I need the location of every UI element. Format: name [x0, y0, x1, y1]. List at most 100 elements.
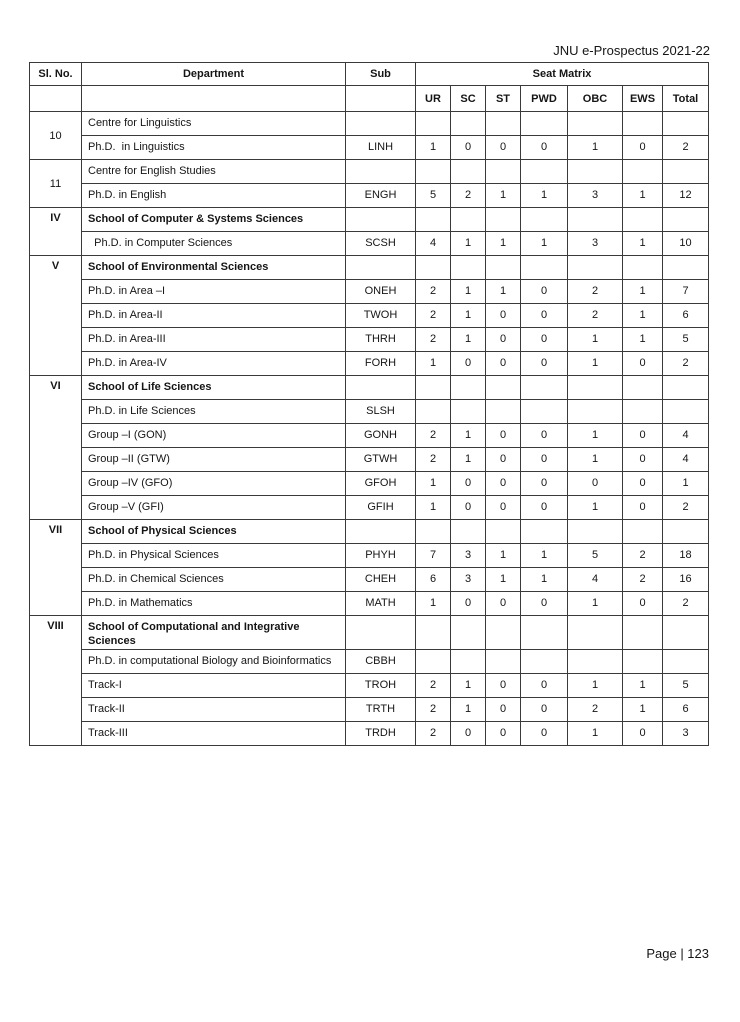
seat-count-cell — [415, 519, 451, 544]
sub-code-cell — [345, 255, 416, 280]
seat-count-cell: 0 — [622, 591, 663, 616]
table-row: Track-I TROH 2 1 0 0 1 1 5 — [30, 673, 710, 698]
seat-count-cell: 1 — [485, 183, 521, 208]
department-cell: Ph.D. in Chemical Sciences — [81, 567, 346, 592]
seat-count-cell: 1 — [567, 327, 623, 352]
sub-code-cell: TRTH — [345, 697, 416, 722]
seat-count-cell: 5 — [415, 183, 451, 208]
seat-count-cell: 4 — [661, 447, 710, 472]
seat-count-cell — [415, 111, 451, 136]
seat-count-cell — [567, 255, 623, 280]
table-row: Ph.D. in Linguistics LINH 1 0 0 0 1 0 2 — [30, 135, 710, 160]
seat-count-cell: 1 — [450, 327, 486, 352]
seat-count-cell — [567, 519, 623, 544]
seat-count-cell — [450, 519, 486, 544]
seat-count-cell: 0 — [520, 423, 568, 448]
seat-count-cell: 5 — [567, 543, 623, 568]
table-body: 10 Centre for Linguistics Ph.D. in Linguis… — [29, 111, 710, 746]
seat-count-cell — [661, 399, 710, 424]
table-row: Ph.D. in English ENGH 5 2 1 1 3 1 12 — [30, 183, 710, 208]
department-cell: Track-III — [81, 721, 346, 746]
sl-no-header: Sl. No. — [29, 62, 82, 86]
seat-count-cell: 0 — [622, 471, 663, 496]
seat-count-cell: 2 — [661, 351, 710, 376]
seat-count-cell — [622, 649, 663, 674]
seat-count-cell — [567, 111, 623, 136]
department-cell: Ph.D. in Physical Sciences — [81, 543, 346, 568]
seat-count-cell: 0 — [485, 697, 521, 722]
sub-code-cell — [345, 615, 416, 650]
seat-count-cell: 1 — [450, 423, 486, 448]
table-row: Ph.D. in computational Biology and Bioin… — [30, 649, 710, 674]
table-row: Ph.D. in Chemical Sciences CHEH 6 3 1 1 4 2 16 — [30, 567, 710, 592]
seat-count-cell: 1 — [622, 231, 663, 256]
seat-count-cell: 0 — [622, 495, 663, 520]
seat-count-cell: 2 — [661, 591, 710, 616]
seat-count-cell — [520, 399, 568, 424]
seat-count-cell: 0 — [485, 495, 521, 520]
seat-count-cell — [485, 255, 521, 280]
seat-count-cell: 5 — [661, 673, 710, 698]
seat-count-cell: 1 — [415, 591, 451, 616]
seat-count-cell: 3 — [661, 721, 710, 746]
sub-header: Sub — [345, 62, 416, 86]
sub-code-cell: CBBH — [345, 649, 416, 674]
table-row: IV School of Computer & Systems Sciences — [29, 207, 710, 256]
seat-count-cell: 0 — [485, 721, 521, 746]
seat-count-cell: 0 — [520, 697, 568, 722]
seat-count-cell — [567, 649, 623, 674]
seat-count-cell: 0 — [450, 135, 486, 160]
seat-matrix-header: Seat Matrix — [414, 62, 710, 86]
seat-count-cell: 0 — [450, 591, 486, 616]
page-number: Page | 123 — [646, 946, 709, 961]
seat-count-cell: 1 — [450, 673, 486, 698]
seat-count-cell: 2 — [567, 279, 623, 304]
department-cell: Ph.D. in Area –I — [81, 279, 346, 304]
department-cell: Centre for English Studies — [81, 159, 346, 184]
seat-count-cell: 1 — [567, 591, 623, 616]
seat-count-cell — [567, 399, 623, 424]
seat-count-cell — [415, 207, 451, 232]
department-cell: Ph.D. in Area-III — [81, 327, 346, 352]
seat-count-cell: 2 — [415, 697, 451, 722]
seat-count-cell: 0 — [485, 591, 521, 616]
seat-count-cell: 1 — [661, 471, 710, 496]
seat-count-cell: 1 — [520, 567, 568, 592]
empty-header-cell — [29, 85, 82, 112]
seat-count-cell: 0 — [485, 303, 521, 328]
seat-count-cell: 10 — [661, 231, 710, 256]
seat-count-cell: 0 — [520, 327, 568, 352]
seat-count-cell — [661, 159, 710, 184]
seat-count-cell: 0 — [450, 471, 486, 496]
seat-count-cell — [622, 399, 663, 424]
seat-count-cell: 1 — [450, 279, 486, 304]
table-row: Ph.D. in Physical Sciences PHYH 7 3 1 1 5 2 18 — [30, 543, 710, 568]
seat-count-cell — [661, 519, 710, 544]
sub-code-cell: ENGH — [345, 183, 416, 208]
seat-count-cell — [622, 375, 663, 400]
sub-code-cell — [345, 111, 416, 136]
seat-column-header: UR — [415, 85, 451, 112]
table-row: VII School of Physical Sciences — [29, 519, 710, 616]
seat-count-cell: 6 — [661, 303, 710, 328]
seat-count-cell: 0 — [520, 471, 568, 496]
sub-code-cell: TWOH — [345, 303, 416, 328]
department-cell: Centre for Linguistics — [81, 111, 346, 136]
seat-count-cell: 2 — [450, 183, 486, 208]
seat-count-cell: 2 — [415, 673, 451, 698]
seat-count-cell: 2 — [661, 495, 710, 520]
seat-count-cell: 6 — [415, 567, 451, 592]
seat-count-cell: 0 — [485, 423, 521, 448]
seat-count-cell: 1 — [415, 471, 451, 496]
empty-header-cell — [81, 85, 346, 112]
seat-count-cell: 0 — [520, 135, 568, 160]
seat-count-cell: 1 — [567, 673, 623, 698]
seat-count-cell — [415, 615, 451, 650]
seat-count-cell: 0 — [485, 351, 521, 376]
sub-code-cell: SCSH — [345, 231, 416, 256]
seat-count-cell — [485, 519, 521, 544]
seat-count-cell: 0 — [520, 673, 568, 698]
seat-count-cell: 3 — [567, 231, 623, 256]
seat-count-cell: 1 — [520, 543, 568, 568]
